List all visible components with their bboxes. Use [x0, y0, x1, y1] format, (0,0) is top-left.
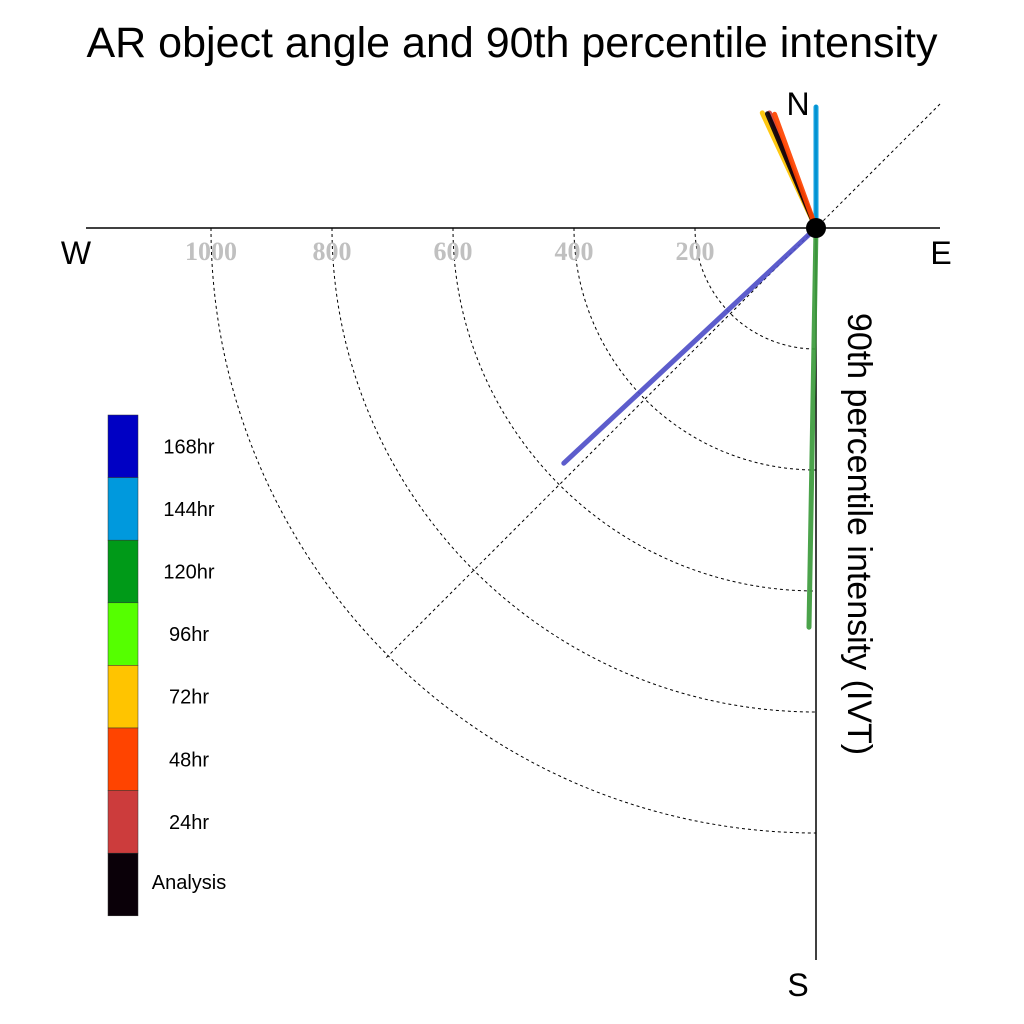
legend-label: 72hr	[169, 687, 209, 709]
diagonal-guide	[385, 103, 941, 659]
grid-arc-3	[573, 227, 817, 471]
grid	[210, 227, 817, 834]
legend-label: 96hr	[169, 624, 209, 646]
legend-swatch	[107, 539, 139, 604]
grid-arc-0	[210, 227, 817, 834]
r-tick-label: 200	[676, 237, 715, 266]
vector-120hr	[806, 225, 819, 630]
vector-168hr	[561, 225, 819, 466]
legend-swatch	[107, 790, 139, 854]
y-axis-label: 90th percentile intensity (IVT)	[840, 313, 878, 755]
r-tick-labels: 1000 800 600 400 200	[185, 237, 715, 266]
legend-label: 168hr	[163, 436, 214, 458]
legend-swatch	[107, 727, 139, 791]
grid-arc-4	[694, 227, 817, 350]
north-label: N	[786, 86, 809, 122]
legend-label: 120hr	[163, 562, 214, 584]
origin-marker	[806, 218, 826, 238]
r-tick-label: 1000	[185, 237, 237, 266]
legend-swatch	[107, 665, 139, 729]
legend-label: 48hr	[169, 749, 209, 771]
r-tick-label: 600	[434, 237, 473, 266]
vectors	[561, 104, 819, 630]
east-label: E	[930, 235, 951, 271]
legend-label: 144hr	[163, 499, 214, 521]
legend-swatch	[107, 602, 139, 666]
r-tick-label: 400	[555, 237, 594, 266]
south-label: S	[787, 967, 808, 1003]
legend-swatch	[107, 852, 139, 917]
legend-swatch	[107, 414, 139, 478]
grid-arc-2	[452, 227, 817, 592]
legend-swatch	[107, 477, 139, 541]
legend-label: 24hr	[169, 812, 209, 834]
legend: 168hr 144hr 120hr 96hr 72hr 48hr 24hr Analysis	[107, 414, 226, 917]
west-label: W	[61, 235, 92, 271]
r-tick-label: 800	[313, 237, 352, 266]
chart-title: AR object angle and 90th percentile inte…	[87, 19, 938, 67]
vector-48hr	[772, 111, 819, 231]
grid-arc-1	[331, 227, 817, 713]
legend-label: Analysis	[152, 872, 226, 894]
